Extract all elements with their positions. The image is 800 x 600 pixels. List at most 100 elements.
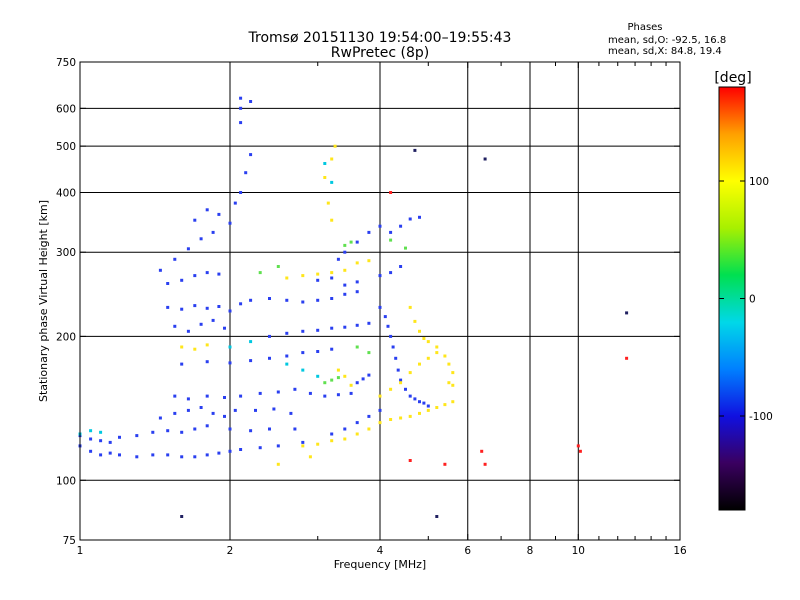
data-point (435, 351, 439, 355)
y-tick-label: 300 (56, 247, 76, 259)
data-point (399, 378, 403, 382)
data-point (166, 453, 170, 457)
data-point (308, 455, 312, 459)
data-point (435, 406, 439, 409)
y-tick-label: 200 (56, 331, 76, 343)
data-point (483, 462, 487, 466)
data-point (276, 265, 280, 268)
data-point (408, 414, 412, 418)
data-point (578, 449, 582, 453)
data-point (355, 421, 359, 425)
data-point (239, 121, 243, 125)
data-point (367, 351, 371, 355)
data-point (378, 394, 382, 398)
data-point (293, 427, 297, 431)
data-point (301, 368, 305, 372)
data-point (217, 212, 221, 216)
data-point (316, 350, 320, 353)
data-point (343, 437, 347, 441)
x-tick-label: 8 (527, 545, 534, 557)
data-point (151, 430, 155, 434)
data-point (418, 329, 421, 333)
data-point (135, 455, 139, 459)
data-point (330, 439, 334, 443)
data-point (186, 329, 190, 333)
data-point (223, 396, 226, 399)
data-point (367, 230, 371, 234)
data-point (418, 362, 421, 366)
data-point (276, 390, 280, 394)
data-point (330, 326, 334, 330)
data-point (336, 257, 340, 261)
stats-line-o: mean, sd,O: -92.5, 16.8 (608, 35, 726, 46)
data-point (378, 224, 382, 228)
data-point (361, 377, 365, 381)
grid-lines (80, 62, 680, 540)
data-point (389, 191, 393, 194)
x-tick-label: 10 (572, 545, 585, 557)
x-tick-label: 1 (77, 545, 84, 557)
data-point (193, 218, 197, 222)
data-point (367, 373, 371, 377)
data-point (249, 100, 253, 103)
data-point (239, 448, 243, 451)
data-point (258, 271, 262, 275)
data-point (413, 397, 417, 401)
data-point (89, 437, 93, 441)
data-point (408, 394, 412, 398)
y-tick-label: 400 (56, 187, 76, 199)
data-point (186, 247, 190, 251)
data-point (355, 290, 359, 294)
data-point (285, 276, 289, 280)
data-point (326, 201, 330, 205)
data-point (355, 261, 359, 265)
data-point (205, 394, 209, 398)
data-point (268, 334, 271, 338)
data-point (239, 394, 243, 398)
data-point (330, 276, 334, 280)
data-point (330, 297, 334, 300)
data-point (223, 326, 226, 330)
data-point (308, 391, 312, 395)
data-point (239, 96, 243, 100)
data-point (272, 407, 276, 411)
data-point (330, 180, 334, 184)
data-point (301, 274, 305, 278)
data-point (205, 424, 209, 428)
data-point (249, 153, 253, 157)
data-point (268, 356, 271, 360)
data-point (186, 397, 190, 401)
data-point (228, 345, 232, 349)
data-point (158, 416, 162, 420)
data-point (399, 224, 403, 228)
y-tick-label: 500 (56, 141, 76, 153)
data-points (78, 96, 629, 518)
data-point (249, 340, 253, 344)
x-tick-label: 2 (227, 545, 234, 557)
data-point (285, 362, 289, 366)
data-point (316, 328, 320, 332)
data-point (244, 171, 248, 175)
data-point (330, 432, 334, 436)
data-point (330, 157, 334, 161)
data-point (301, 440, 305, 444)
data-point (378, 408, 382, 412)
data-point (249, 359, 253, 363)
data-point (413, 148, 417, 152)
data-point (576, 444, 580, 448)
y-tick-label: 750 (56, 57, 76, 69)
data-point (217, 305, 221, 308)
data-point (254, 408, 257, 412)
data-point (394, 356, 398, 360)
data-point (193, 304, 197, 308)
data-point (336, 376, 340, 380)
y-tick-labels: 75 100 200 300 400 500 600 750 (56, 57, 76, 547)
data-point (228, 449, 232, 453)
data-point (268, 297, 271, 300)
data-point (625, 356, 629, 360)
data-point (316, 272, 320, 276)
data-point (249, 298, 253, 302)
data-point (173, 324, 177, 328)
data-point (625, 311, 629, 315)
data-point (211, 411, 215, 415)
